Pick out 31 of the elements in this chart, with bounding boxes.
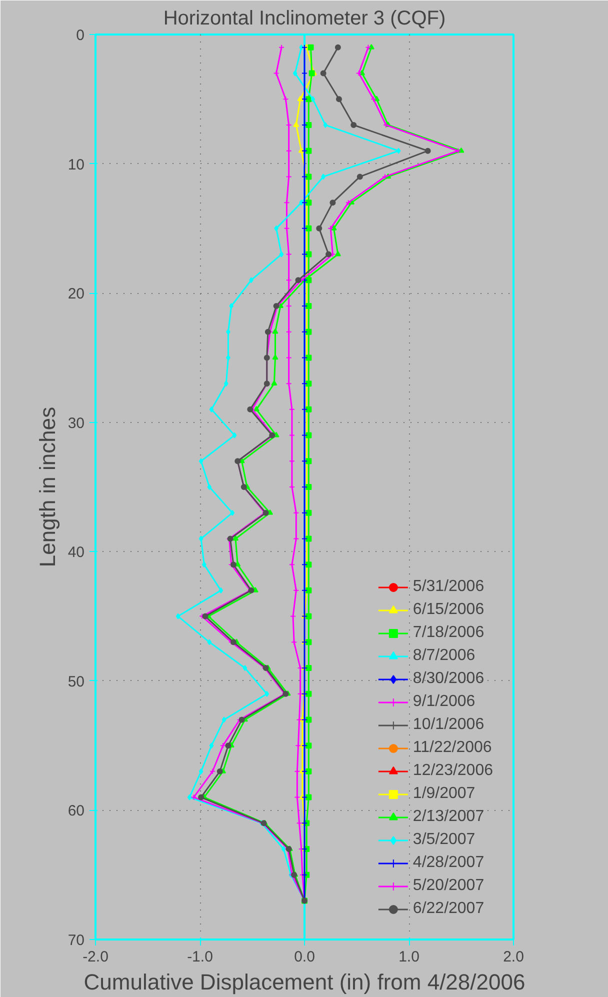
y-tick-label: 0 [76, 27, 84, 44]
legend-label: 11/22/2006 [412, 739, 492, 757]
legend-label: 6/15/2006 [412, 601, 484, 619]
chart-title: Horizontal Inclinometer 3 (CQF) [163, 8, 446, 30]
x-tick-label: -1.0 [187, 948, 213, 966]
legend-label: 4/28/2007 [412, 854, 484, 872]
y-tick-label: 20 [68, 286, 85, 303]
y-tick-label: 50 [68, 673, 85, 690]
legend-label: 5/20/2007 [412, 877, 484, 895]
legend-label: 3/5/2007 [412, 831, 476, 849]
legend-label: 5/31/2006 [412, 578, 484, 596]
y-tick-label: 10 [68, 156, 85, 174]
legend-label: 8/7/2006 [412, 647, 476, 665]
legend-label: 12/23/2006 [412, 762, 493, 780]
legend-label: 6/22/2007 [412, 900, 484, 918]
x-tick-label: 2.0 [503, 948, 524, 966]
x-axis-title: Cumulative Displacement (in) from 4/28/2006 [84, 970, 526, 994]
y-tick-label: 70 [68, 932, 85, 949]
legend-label: 1/9/2007 [412, 785, 476, 803]
x-tick-label: -2.0 [82, 948, 108, 966]
y-axis-title: Length in inches [34, 406, 60, 568]
y-tick-label: 60 [68, 802, 85, 820]
x-tick-label: 1.0 [398, 948, 420, 966]
legend-label: 8/30/2006 [412, 670, 484, 688]
y-tick-label: 40 [68, 544, 85, 562]
x-tick-label: 0.0 [294, 948, 315, 966]
legend-label: 9/1/2006 [412, 693, 476, 711]
y-tick-label: 30 [68, 414, 85, 432]
legend-label: 7/18/2006 [412, 624, 484, 642]
legend-label: 2/13/2007 [412, 808, 484, 826]
legend-label: 10/1/2006 [412, 716, 484, 734]
